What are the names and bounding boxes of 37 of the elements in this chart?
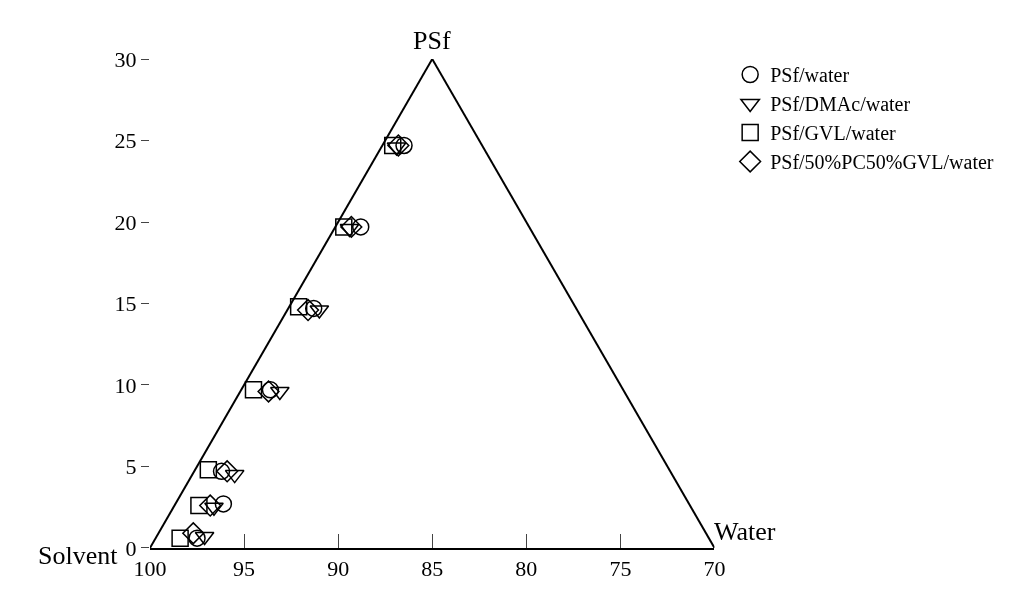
- y-tick-label: 5: [125, 454, 137, 480]
- x-tick-label: 70: [703, 556, 726, 582]
- y2-axis-title: Water: [714, 517, 776, 546]
- point: [171, 529, 189, 547]
- x-tick-label: 95: [233, 556, 256, 582]
- point: [244, 381, 263, 399]
- point: [190, 496, 208, 515]
- point: [214, 495, 233, 513]
- point: [395, 136, 413, 155]
- y-tick-label: 20: [114, 209, 137, 235]
- point: [383, 136, 402, 155]
- y-tick-label: 25: [114, 128, 137, 154]
- legend-label: PSf/water: [770, 64, 850, 87]
- x-tick-label: 80: [515, 556, 538, 582]
- x-tick-label: 85: [421, 556, 444, 582]
- point: [340, 215, 363, 239]
- legend-label: PSf/GVL/water: [770, 122, 897, 145]
- point: [296, 298, 320, 322]
- point: [339, 223, 360, 238]
- y-axis-title: PSf: [413, 26, 451, 55]
- y-tick-label: 10: [114, 372, 137, 398]
- x-tick-label: 90: [327, 556, 350, 582]
- y-tick-label: 30: [114, 46, 137, 72]
- point: [182, 522, 205, 545]
- x-axis-title: Solvent: [38, 541, 119, 570]
- legend-label: PSf/DMAc/water: [770, 93, 911, 116]
- legend-label: PSf/50%PC50%GVL/water: [770, 151, 994, 174]
- point: [387, 134, 410, 157]
- y-tick-label: 15: [114, 291, 137, 317]
- point: [216, 460, 239, 483]
- point: [224, 469, 245, 484]
- x-tick-label: 75: [609, 556, 632, 582]
- point: [352, 218, 370, 236]
- point: [269, 386, 290, 401]
- point: [194, 531, 215, 546]
- point: [199, 460, 218, 479]
- point: [199, 494, 222, 517]
